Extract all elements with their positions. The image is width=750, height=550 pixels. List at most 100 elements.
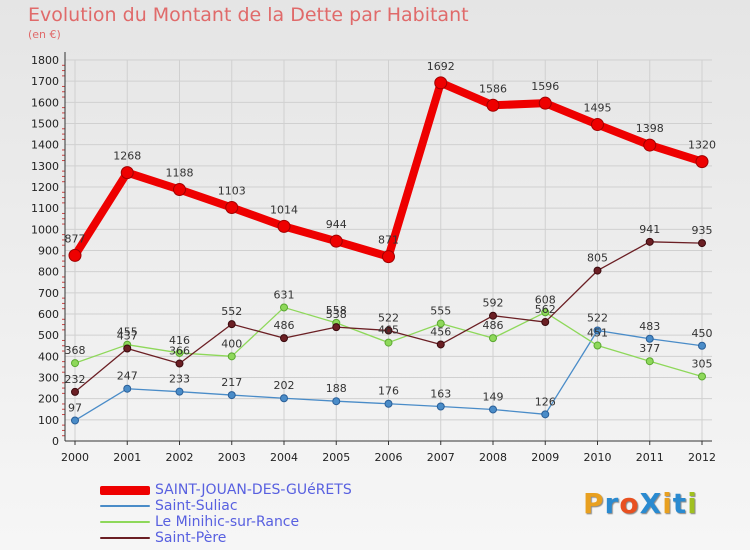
y-tick-label: 1000 [31, 223, 59, 236]
data-labels: 97 247 233 217 202 188 176 163 149 126 522 483 450 36… [65, 60, 717, 415]
data-point [120, 166, 134, 180]
data-label: 1320 [688, 139, 716, 152]
legend-swatch [100, 485, 150, 495]
data-point [645, 334, 654, 343]
x-tick-label: 2010 [584, 451, 612, 464]
data-point [71, 387, 79, 396]
chart-title: Evolution du Montant de la Dette par Hab… [28, 4, 469, 26]
data-label: 608 [535, 293, 556, 306]
data-point [225, 201, 239, 215]
data-point [695, 155, 709, 169]
logo-letter: i [687, 487, 698, 520]
data-point [71, 416, 79, 425]
legend-swatch [100, 537, 150, 539]
data-point [227, 391, 236, 400]
legend-label: Saint-Suliac [155, 498, 238, 514]
x-tick-label: 2008 [479, 451, 507, 464]
data-label: 944 [326, 218, 347, 231]
y-tick-label: 400 [38, 350, 59, 363]
y-tick-label: 600 [38, 308, 59, 321]
x-tick-label: 2006 [375, 451, 403, 464]
data-point [593, 266, 602, 275]
data-point [384, 326, 393, 335]
data-label: 805 [587, 252, 608, 265]
x-tick-label: 2003 [218, 451, 246, 464]
data-label: 1692 [427, 60, 455, 73]
data-point [486, 98, 500, 112]
y-tick-label: 500 [38, 329, 59, 342]
data-label: 486 [483, 319, 504, 332]
data-point [541, 308, 550, 317]
data-point [541, 318, 550, 327]
data-label: 455 [117, 326, 138, 339]
y-tick-label: 700 [38, 287, 59, 300]
data-label: 368 [65, 344, 86, 357]
data-label: 176 [378, 385, 399, 398]
data-label: 126 [535, 395, 556, 408]
data-label: 232 [65, 373, 86, 386]
data-point [173, 183, 186, 197]
data-label: 592 [483, 297, 504, 310]
x-tick-label: 2012 [688, 451, 716, 464]
y-tick-label: 1200 [31, 181, 59, 194]
x-tick-label: 2001 [113, 451, 141, 464]
x-tick-label: 2005 [322, 451, 350, 464]
data-label: 377 [639, 342, 660, 355]
data-label: 1586 [479, 82, 507, 95]
y-tick-label: 1500 [31, 118, 59, 131]
data-label: 1596 [531, 80, 559, 93]
y-tick-label: 1100 [31, 202, 59, 215]
series [68, 76, 709, 425]
legend-swatch [100, 521, 150, 523]
y-tick-label: 800 [38, 266, 59, 279]
data-label: 558 [326, 304, 347, 317]
data-label: 522 [378, 312, 399, 325]
logo-letter: i [662, 487, 673, 520]
data-point [175, 359, 184, 368]
data-label: 1268 [113, 150, 141, 163]
legend-label: SAINT-JOUAN-DES-GUéRETS [155, 482, 352, 498]
chart-subtitle: (en €) [28, 28, 61, 41]
data-label: 538 [326, 308, 347, 321]
data-label: 465 [378, 324, 399, 337]
data-label: 1014 [270, 203, 298, 216]
data-label: 450 [692, 327, 713, 340]
data-label: 305 [692, 357, 713, 370]
data-point [489, 311, 497, 320]
data-point [698, 239, 706, 248]
data-label: 149 [483, 390, 504, 403]
data-point [382, 250, 395, 264]
data-point [384, 338, 393, 347]
data-point [436, 340, 445, 349]
data-point [68, 248, 82, 262]
data-label: 483 [639, 320, 660, 333]
data-point [698, 372, 706, 381]
data-point [227, 352, 236, 361]
data-point [434, 76, 448, 90]
data-point [384, 399, 393, 408]
y-tick-label: 100 [38, 414, 59, 427]
data-point [280, 394, 288, 403]
data-point [332, 397, 341, 406]
legend-swatch [100, 505, 150, 507]
data-label: 631 [274, 288, 295, 301]
data-label: 437 [117, 330, 138, 343]
axes: 0 100 200 300 400 500 600 700 800 900 1000 1100 1200… [31, 52, 716, 464]
data-label: 400 [221, 337, 242, 350]
data-point [698, 341, 706, 350]
data-point [280, 334, 288, 343]
data-label: 456 [430, 325, 451, 338]
data-label: 555 [430, 305, 451, 318]
data-point [280, 303, 288, 312]
data-label: 416 [169, 334, 190, 347]
data-point [643, 138, 657, 152]
data-point [436, 402, 445, 411]
data-label: 877 [65, 232, 86, 245]
data-label: 1188 [166, 167, 194, 180]
data-point [645, 237, 654, 246]
data-label: 217 [221, 376, 242, 389]
x-tick-label: 2007 [427, 451, 455, 464]
data-label: 1495 [584, 102, 612, 115]
data-point [71, 359, 79, 368]
